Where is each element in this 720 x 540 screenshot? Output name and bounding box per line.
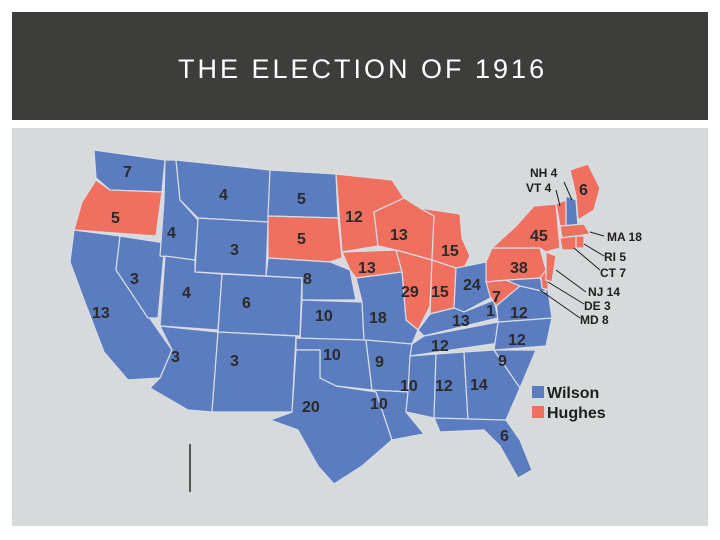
ev-label-me: 6 bbox=[579, 182, 588, 199]
callout-line-ma bbox=[589, 231, 605, 237]
ev-label-ny: 45 bbox=[530, 228, 548, 245]
state-ohio bbox=[453, 261, 495, 313]
title-bar bbox=[12, 12, 708, 120]
ev-label-il: 29 bbox=[401, 284, 419, 301]
ev-label-ok: 10 bbox=[323, 347, 341, 364]
ev-label-wi: 13 bbox=[390, 227, 408, 244]
callout-line-nj bbox=[555, 269, 587, 293]
ev-label-or: 5 bbox=[111, 210, 120, 227]
state-missouri bbox=[355, 271, 419, 345]
callout-line-nh bbox=[563, 181, 573, 201]
legend-label-hughes: Hughes bbox=[547, 405, 606, 422]
slide-title: THE ELECTION OF 1916 bbox=[178, 54, 548, 84]
ev-label-md-alt: 1 bbox=[486, 303, 495, 320]
callout-lines bbox=[539, 181, 605, 319]
ev-label-pa: 38 bbox=[510, 260, 528, 277]
ev-label-mn: 12 bbox=[345, 209, 363, 226]
ev-label-wa: 7 bbox=[123, 164, 132, 181]
ev-label-tx: 20 bbox=[302, 399, 320, 416]
legend: Wilson Hughes bbox=[532, 385, 606, 422]
ev-label-mo: 18 bbox=[369, 310, 387, 327]
ev-label-mt: 4 bbox=[219, 187, 228, 204]
ev-label-ca: 13 bbox=[92, 305, 110, 322]
ev-label-id: 4 bbox=[167, 225, 176, 242]
ev-label-sd: 5 bbox=[297, 231, 306, 248]
callout-nj: NJ 14 bbox=[588, 285, 620, 299]
ev-label-ks: 10 bbox=[315, 308, 333, 325]
ev-label-nv: 3 bbox=[130, 271, 139, 288]
callout-line-ct bbox=[573, 247, 601, 271]
callout-vt: VT 4 bbox=[526, 181, 552, 195]
state-new-mexico bbox=[211, 331, 297, 413]
state-new-york bbox=[491, 203, 561, 253]
ev-label-nm: 3 bbox=[230, 353, 239, 370]
state-colorado bbox=[217, 273, 303, 337]
callout-line-ri bbox=[583, 243, 605, 257]
ev-label-mi: 15 bbox=[441, 243, 459, 260]
ev-label-ne: 8 bbox=[303, 271, 312, 288]
ev-label-az: 3 bbox=[171, 349, 180, 366]
callout-nh: NH 4 bbox=[530, 166, 558, 180]
ev-label-fl: 6 bbox=[500, 428, 509, 445]
state-electoral-labels: 7 5 13 4 4 3 4 3 3 3 6 5 5 8 10 10 20 12… bbox=[92, 164, 588, 445]
state-connecticut bbox=[559, 235, 577, 251]
ev-label-nc: 12 bbox=[508, 332, 526, 349]
state-south-carolina bbox=[493, 349, 537, 389]
ev-label-wv: 7 bbox=[492, 289, 501, 306]
ev-label-al: 12 bbox=[435, 378, 453, 395]
callout-ma: MA 18 bbox=[607, 230, 642, 244]
callout-ri: RI 5 bbox=[604, 250, 626, 264]
legend-label-wilson: Wilson bbox=[547, 385, 599, 402]
state-mississippi bbox=[405, 353, 437, 419]
callout-md: MD 8 bbox=[580, 313, 609, 327]
legend-swatch-hughes bbox=[532, 406, 544, 418]
ev-label-va: 12 bbox=[510, 305, 528, 322]
state-florida bbox=[433, 417, 533, 479]
state-kentucky bbox=[417, 299, 499, 337]
ev-label-ky: 13 bbox=[452, 313, 470, 330]
state-south-dakota bbox=[267, 215, 343, 263]
state-shapes bbox=[69, 149, 601, 485]
ev-label-ms: 10 bbox=[400, 378, 418, 395]
ev-label-sc: 9 bbox=[498, 353, 507, 370]
ev-label-ga: 14 bbox=[470, 377, 488, 394]
ev-label-tn: 12 bbox=[431, 338, 449, 355]
small-state-callouts: NH 4 VT 4 MA 18 RI 5 CT 7 NJ 14 DE 3 MD … bbox=[526, 166, 642, 327]
ev-label-wy: 3 bbox=[230, 242, 239, 259]
state-oregon bbox=[73, 179, 163, 237]
callout-ct: CT 7 bbox=[600, 266, 626, 280]
ev-label-co: 6 bbox=[242, 295, 251, 312]
state-georgia bbox=[463, 349, 521, 421]
state-nebraska bbox=[265, 257, 357, 301]
state-rhode-island bbox=[575, 235, 585, 249]
ev-label-la: 10 bbox=[370, 396, 388, 413]
state-new-jersey bbox=[545, 251, 557, 283]
callout-line-md bbox=[539, 289, 581, 319]
state-texas bbox=[269, 349, 393, 485]
ev-label-ut: 4 bbox=[182, 285, 191, 302]
ev-label-oh: 24 bbox=[463, 277, 481, 294]
ev-label-ia: 13 bbox=[358, 260, 376, 277]
ev-label-ar: 9 bbox=[375, 354, 384, 371]
state-nevada bbox=[115, 235, 166, 319]
callout-line-vt bbox=[555, 189, 561, 207]
callout-de: DE 3 bbox=[584, 299, 611, 313]
state-maine bbox=[569, 163, 601, 221]
ev-label-in: 15 bbox=[431, 284, 449, 301]
callout-line-de bbox=[547, 281, 585, 305]
legend-swatch-wilson bbox=[532, 386, 544, 398]
ev-label-nd: 5 bbox=[297, 191, 306, 208]
state-massachusetts bbox=[559, 223, 591, 239]
